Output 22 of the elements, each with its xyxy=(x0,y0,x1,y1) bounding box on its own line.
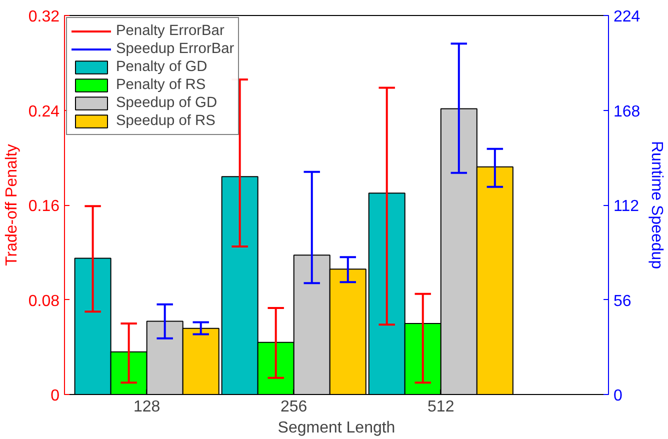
y-tick-label: 0.24 xyxy=(28,103,60,120)
legend-label: Penalty of RS xyxy=(116,76,206,94)
annotation: Speedup ErrorBar xyxy=(116,40,234,58)
y-tick-label: 0.32 xyxy=(28,8,60,26)
y2-tick-label: 168 xyxy=(614,103,640,120)
y-tick-label: 0.16 xyxy=(28,198,60,215)
y-tick-label: 0 xyxy=(50,388,60,404)
annotation: Penalty ErrorBar xyxy=(116,22,224,40)
y-axis-title: Trade-off Penalty xyxy=(3,144,20,266)
y2-tick-label: 56 xyxy=(614,292,632,310)
x-tick-label: 256 xyxy=(280,398,308,416)
x-tick-label: 128 xyxy=(133,398,160,416)
x-axis-title: Segment Length xyxy=(278,420,396,436)
y-tick-label: 0.08 xyxy=(28,292,60,310)
legend-label: Penalty of GD xyxy=(116,58,208,76)
y2-tick-label: 224 xyxy=(614,8,640,26)
legend-label: Speedup of GD xyxy=(116,94,218,112)
y2-tick-label: 0 xyxy=(614,388,622,404)
x-tick-label: 512 xyxy=(428,398,454,416)
y2-axis-title: Runtime Speedup xyxy=(648,140,666,270)
y2-tick-label: 112 xyxy=(614,198,640,215)
legend-label: Speedup of RS xyxy=(116,112,216,130)
